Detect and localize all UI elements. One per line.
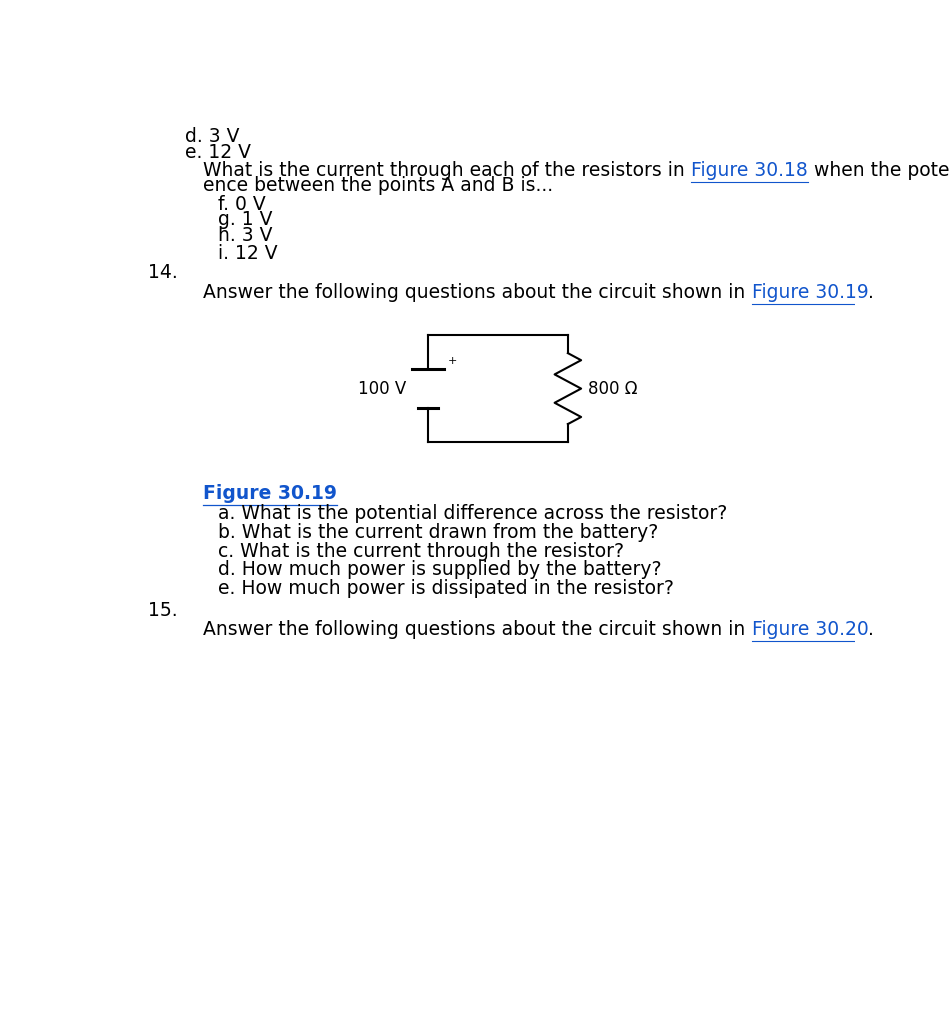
- Text: h. 3 V: h. 3 V: [218, 226, 273, 245]
- Text: a. What is the potential difference across the resistor?: a. What is the potential difference acro…: [218, 504, 728, 522]
- Text: d. How much power is supplied by the battery?: d. How much power is supplied by the bat…: [218, 560, 661, 580]
- Text: Figure 30.20: Figure 30.20: [751, 620, 868, 639]
- Text: i. 12 V: i. 12 V: [218, 245, 277, 263]
- Text: c. What is the current through the resistor?: c. What is the current through the resis…: [218, 542, 624, 560]
- Text: e. 12 V: e. 12 V: [185, 142, 251, 162]
- Text: b. What is the current drawn from the battery?: b. What is the current drawn from the ba…: [218, 522, 658, 542]
- Text: Figure 30.19: Figure 30.19: [203, 484, 337, 503]
- Text: .: .: [868, 620, 874, 639]
- Text: +: +: [447, 356, 457, 366]
- Text: when the potential differ-: when the potential differ-: [808, 161, 950, 179]
- Text: 100 V: 100 V: [358, 380, 407, 397]
- Text: Figure 30.19: Figure 30.19: [751, 283, 868, 302]
- Text: Figure 30.18: Figure 30.18: [692, 161, 808, 179]
- Text: 800 Ω: 800 Ω: [588, 380, 638, 397]
- Text: Answer the following questions about the circuit shown in: Answer the following questions about the…: [203, 283, 751, 302]
- Text: What is the current through each of the resistors in: What is the current through each of the …: [203, 161, 692, 179]
- Text: g. 1 V: g. 1 V: [218, 210, 273, 229]
- Text: 15.: 15.: [148, 601, 178, 620]
- Text: ence between the points A and B is...: ence between the points A and B is...: [203, 176, 554, 196]
- Text: f. 0 V: f. 0 V: [218, 195, 266, 214]
- Text: d. 3 V: d. 3 V: [185, 127, 239, 145]
- Text: .: .: [868, 283, 874, 302]
- Text: 14.: 14.: [148, 263, 178, 283]
- Text: Answer the following questions about the circuit shown in: Answer the following questions about the…: [203, 620, 751, 639]
- Text: e. How much power is dissipated in the resistor?: e. How much power is dissipated in the r…: [218, 580, 674, 598]
